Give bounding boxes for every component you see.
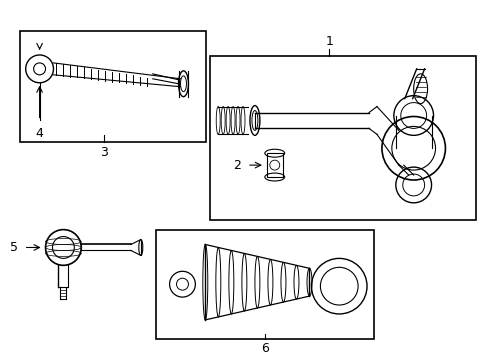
Text: 5: 5: [10, 241, 18, 254]
Text: 2: 2: [233, 159, 241, 172]
Text: 6: 6: [261, 342, 268, 355]
Bar: [155, 230, 373, 339]
Text: 4: 4: [36, 127, 43, 140]
Text: 1: 1: [325, 35, 333, 48]
Bar: [20, 31, 206, 142]
Bar: [210, 56, 475, 220]
Text: 3: 3: [100, 146, 108, 159]
Bar: [266, 153, 282, 177]
